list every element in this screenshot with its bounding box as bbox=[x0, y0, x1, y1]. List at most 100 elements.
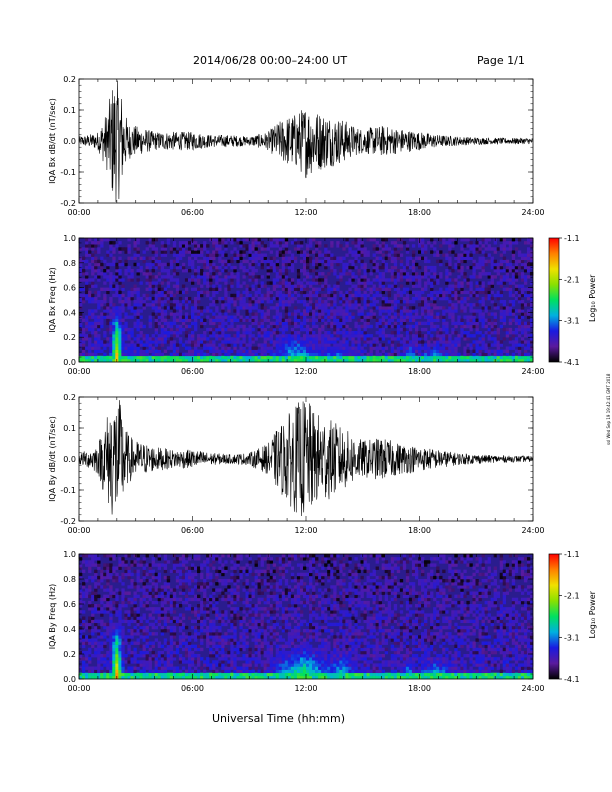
bx-spectrogram-colorbar bbox=[548, 237, 560, 363]
bx-spectrogram-cell bbox=[330, 334, 334, 338]
bx-spectrogram-cell bbox=[133, 290, 137, 295]
bx-spectrogram-cell bbox=[197, 355, 201, 360]
bx-spectrogram-cell bbox=[296, 331, 301, 335]
by-spectrogram-cell bbox=[118, 560, 122, 564]
bx-spectrogram-cell bbox=[339, 256, 343, 260]
bx-spectrogram-cell bbox=[393, 349, 398, 353]
bx-spectrogram-cell bbox=[284, 290, 289, 295]
bx-spectrogram-cell bbox=[302, 262, 307, 267]
bx-spectrogram-cell bbox=[339, 278, 343, 282]
by-spectrogram-cell bbox=[157, 666, 162, 670]
bx-spectrogram-cell bbox=[414, 315, 419, 319]
bx-spectrogram-cell bbox=[348, 331, 352, 335]
bx-spectrogram-cell bbox=[351, 349, 355, 353]
bx-spectrogram-cell bbox=[302, 334, 307, 338]
bx-spectrogram-cell bbox=[424, 358, 428, 363]
bx-spectrogram-cell bbox=[451, 244, 455, 248]
by-spectrogram-cell bbox=[121, 660, 125, 664]
bx-spectrogram-cell bbox=[427, 315, 431, 319]
by-spectrogram-cell bbox=[127, 622, 131, 627]
by-spectrogram-cell bbox=[94, 672, 98, 677]
bx-spectrogram-cell bbox=[130, 315, 134, 319]
bx-spectrogram-cell bbox=[227, 337, 231, 341]
bx-spectrogram-cell bbox=[348, 250, 352, 254]
bx-spectrogram-cell bbox=[187, 247, 192, 251]
bx-spectrogram-cell bbox=[384, 278, 389, 282]
bx-spectrogram-cell bbox=[82, 327, 86, 332]
bx-spectrogram-cell bbox=[248, 318, 252, 322]
bx-spectrogram-cell bbox=[451, 250, 455, 254]
bx-spectrogram-cell bbox=[239, 355, 243, 360]
bx-spectrogram-cell bbox=[448, 355, 452, 360]
bx-spectrogram-cell bbox=[390, 334, 395, 338]
bx-spectrogram-cell bbox=[251, 337, 255, 341]
bx-spectrogram-cell bbox=[88, 238, 92, 242]
bx-spectrogram-cell bbox=[254, 303, 258, 307]
bx-spectrogram-cell bbox=[342, 324, 346, 329]
bx-spectrogram-cell bbox=[396, 290, 401, 295]
bx-spectrogram-cell bbox=[178, 312, 183, 316]
bx-spectrogram-cell bbox=[257, 331, 261, 335]
bx-spectrogram-cell bbox=[393, 256, 398, 260]
bx-spectrogram-cell bbox=[293, 241, 298, 245]
bx-spectrogram-cell bbox=[496, 281, 501, 285]
by-spectrogram-cell bbox=[124, 563, 128, 567]
bx-spectrogram-cell bbox=[203, 346, 207, 350]
bx-spectrogram-cell bbox=[448, 238, 452, 242]
bx-spectrogram-cell bbox=[287, 355, 292, 360]
bx-spectrogram-cell bbox=[475, 309, 479, 313]
bx-spectrogram-cell bbox=[218, 334, 222, 338]
bx-spectrogram-cell bbox=[269, 327, 274, 332]
bx-spectrogram-cell bbox=[523, 262, 528, 267]
bx-spectrogram-cell bbox=[505, 269, 510, 273]
by-spectrogram-cell bbox=[109, 635, 113, 639]
bx-spectrogram-cell bbox=[505, 275, 510, 279]
bx-spectrogram-cell bbox=[381, 275, 385, 279]
bx-spectrogram-cell bbox=[318, 346, 322, 350]
bx-spectrogram-cell bbox=[130, 352, 134, 357]
bx-spectrogram-cell bbox=[94, 244, 98, 248]
bx-spectrogram-cell bbox=[451, 309, 455, 313]
bx-spectrogram-cell bbox=[100, 324, 104, 329]
bx-spectrogram-cell bbox=[203, 309, 207, 313]
bx-spectrogram-cell bbox=[172, 241, 177, 245]
bx-spectrogram-cell bbox=[354, 303, 358, 307]
bx-spectrogram-cell bbox=[121, 284, 125, 288]
bx-spectrogram-cell bbox=[502, 309, 507, 313]
by-spectrogram-cell bbox=[154, 666, 158, 670]
bx-spectrogram-cell bbox=[402, 343, 407, 347]
bx-spectrogram-cell bbox=[136, 238, 140, 242]
bx-spectrogram-cell bbox=[160, 247, 165, 251]
bx-spectrogram-cell bbox=[339, 343, 343, 347]
bx-spectrogram-cell bbox=[517, 293, 522, 298]
bx-spectrogram-cell bbox=[469, 244, 473, 248]
bx-spectrogram-cell bbox=[91, 269, 95, 273]
by-spectrogram-cell bbox=[103, 572, 107, 577]
bx-spectrogram-cell bbox=[460, 238, 464, 242]
bx-spectrogram-cell bbox=[430, 309, 434, 313]
bx-spectrogram-cell bbox=[124, 327, 128, 332]
bx-spectrogram-cell bbox=[439, 250, 443, 254]
bx-spectrogram-cell bbox=[514, 343, 519, 347]
bx-spectrogram-cell bbox=[115, 355, 119, 360]
bx-spectrogram-cell bbox=[299, 312, 304, 316]
bx-spectrogram-cell bbox=[393, 352, 398, 357]
bx-spectrogram-cell bbox=[190, 321, 195, 326]
bx-spectrogram-cell bbox=[451, 349, 455, 353]
bx-spectrogram-cell bbox=[118, 293, 122, 298]
bx-spectrogram-cell bbox=[148, 324, 152, 329]
bx-spectrogram-cell bbox=[287, 337, 292, 341]
bx-spectrogram-cell bbox=[115, 306, 119, 310]
bx-spectrogram-cell bbox=[224, 337, 228, 341]
bx-spectrogram-cell bbox=[511, 238, 516, 242]
bx-spectrogram-cell bbox=[405, 265, 410, 270]
bx-spectrogram-cell bbox=[284, 244, 289, 248]
bx-spectrogram-cell bbox=[327, 355, 331, 360]
by-spectrogram-cell bbox=[82, 644, 86, 649]
bx-spectrogram-cell bbox=[163, 253, 168, 257]
bx-spectrogram-cell bbox=[430, 287, 434, 291]
bx-spectrogram-cell bbox=[139, 269, 143, 273]
bx-spectrogram-cell bbox=[318, 262, 322, 267]
bx-spectrogram-cell bbox=[369, 315, 373, 319]
bx-spectrogram-cell bbox=[502, 238, 507, 242]
